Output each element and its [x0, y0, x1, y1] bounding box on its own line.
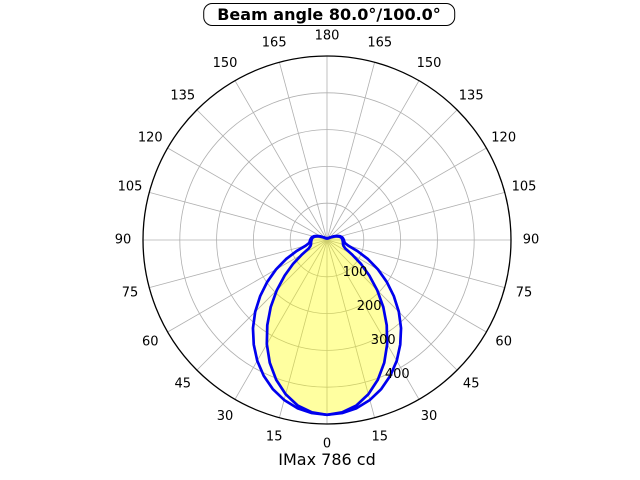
grid-spoke — [326, 80, 420, 241]
tick-label: 90 — [115, 233, 132, 248]
tick-label: 105 — [512, 180, 537, 195]
tick-label: 15 — [372, 430, 389, 445]
tick-label: 120 — [138, 131, 163, 146]
grid-spoke — [326, 62, 376, 241]
tick-label: 75 — [122, 285, 139, 300]
outer-circle — [142, 55, 512, 425]
tick-label: 90 — [523, 233, 540, 248]
radial-tick-labels: 100 200 300 400 — [343, 265, 410, 382]
grid-spoke — [278, 62, 328, 241]
grid-spoke — [234, 80, 328, 241]
grid-circle — [252, 165, 401, 314]
grid-spoke — [326, 239, 420, 400]
angle-tick-labels: 0 15 15 30 30 45 45 60 60 75 75 90 90 105 105 120 120 135… — [115, 29, 540, 452]
tick-label: 200 — [357, 299, 382, 314]
tick-label: 135 — [170, 88, 195, 103]
chart-title: Beam angle 80.0°/100.0° — [203, 3, 455, 26]
tick-label: 165 — [262, 36, 287, 51]
imax-label: IMax 786 cd — [278, 450, 376, 469]
tick-label: 150 — [417, 56, 442, 71]
grid-circle — [179, 92, 475, 388]
grid-spoke — [326, 109, 458, 241]
grid-spoke — [149, 239, 328, 289]
beam-curve-outlines — [251, 234, 403, 417]
beam-plane-80deg-fill — [266, 236, 388, 415]
grid-spoke — [196, 239, 328, 371]
tick-label: 30 — [421, 409, 438, 424]
grid-spoke — [326, 147, 487, 241]
tick-label: 100 — [343, 265, 368, 280]
tick-label: 400 — [385, 367, 410, 382]
tick-label: 60 — [495, 335, 512, 350]
grid-spoke — [326, 239, 505, 289]
grid-spoke — [196, 109, 328, 241]
grid-circle — [289, 202, 365, 278]
tick-label: 45 — [175, 377, 192, 392]
tick-label: 300 — [371, 333, 396, 348]
tick-label: 0 — [323, 437, 331, 452]
tick-label: 45 — [463, 377, 480, 392]
tick-label: 165 — [367, 36, 392, 51]
tick-label: 120 — [491, 131, 516, 146]
grid-spoke — [278, 239, 328, 418]
tick-label: 15 — [266, 430, 283, 445]
grid-spoke — [326, 191, 505, 241]
tick-label: 30 — [217, 409, 234, 424]
grid-spoke — [149, 191, 328, 241]
tick-label: 135 — [459, 88, 484, 103]
tick-label: 105 — [118, 180, 143, 195]
tick-label: 75 — [516, 285, 533, 300]
beam-plane-100deg-fill — [252, 235, 402, 415]
beam-curve-fills — [252, 235, 402, 415]
tick-label: 150 — [213, 56, 238, 71]
grid-spoke — [234, 239, 328, 400]
beam-plane-80deg-outline — [265, 235, 389, 417]
tick-label: 60 — [142, 335, 159, 350]
grid-spoke — [326, 239, 458, 371]
grid-circle — [216, 129, 438, 351]
tick-label: 180 — [315, 29, 340, 44]
polar-grid — [142, 55, 512, 425]
grid-spoke — [167, 147, 328, 241]
grid-spoke — [326, 239, 376, 418]
